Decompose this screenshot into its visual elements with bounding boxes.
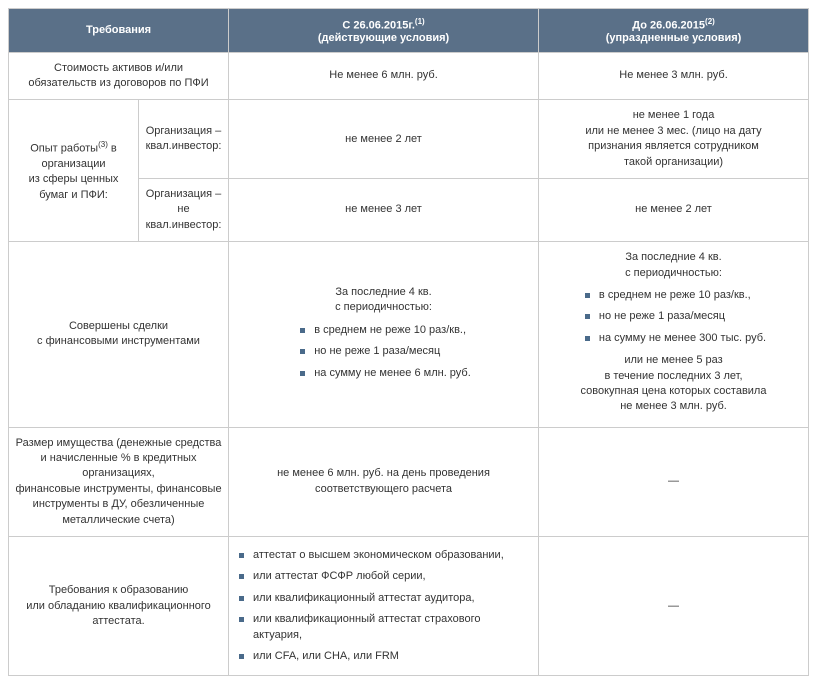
row-exp-a: Опыт работы(3) в организациииз сферы цен… bbox=[9, 100, 809, 179]
header-col2: До 26.06.2015(2) (упраздненные условия) bbox=[539, 9, 809, 53]
list-item: но не реже 1 раза/месяц bbox=[296, 341, 471, 362]
list-item: на сумму не менее 300 тыс. руб. bbox=[581, 328, 766, 349]
row-trades-c1-intro: За последние 4 кв.с периодичностью: bbox=[235, 285, 532, 316]
row-trades-c2-list: в среднем не реже 10 раз/кв., но не реже… bbox=[581, 285, 766, 349]
list-item: или квалификационный аттестат страхового… bbox=[235, 609, 532, 646]
row-exp-b-c2: не менее 2 лет bbox=[539, 179, 809, 242]
row-trades-c1-list: в среднем не реже 10 раз/кв., но не реже… bbox=[296, 320, 471, 384]
row-trades-req: Совершены сделкис финансовыми инструмент… bbox=[9, 242, 229, 428]
row-trades-c2-intro: За последние 4 кв.с периодичностью: bbox=[545, 250, 802, 281]
row-exp-req-pre: Опыт работы bbox=[30, 142, 98, 154]
row-education-req: Требования к образованиюили обладанию кв… bbox=[9, 537, 229, 676]
row-exp-sub-b: Организация – не квал.инвестор: bbox=[139, 179, 229, 242]
row-trades-c2: За последние 4 кв.с периодичностью: в ср… bbox=[539, 242, 809, 428]
header-col2-sup: (2) bbox=[705, 17, 715, 26]
header-col1-line2: (действующие условия) bbox=[318, 32, 449, 44]
row-exp-req: Опыт работы(3) в организациииз сферы цен… bbox=[9, 100, 139, 242]
row-exp-a-c1: не менее 2 лет bbox=[229, 100, 539, 179]
requirements-table: Требования С 26.06.2015г.(1) (действующи… bbox=[8, 8, 809, 676]
header-col1: С 26.06.2015г.(1) (действующие условия) bbox=[229, 9, 539, 53]
list-item: или CFA, или CHA, или FRM bbox=[235, 646, 532, 667]
list-item: аттестат о высшем экономическом образова… bbox=[235, 545, 532, 566]
row-assets-req: Стоимость активов и/илиобязательств из д… bbox=[9, 52, 229, 100]
row-exp-sub-a: Организация – квал.инвестор: bbox=[139, 100, 229, 179]
list-item: в среднем не реже 10 раз/кв., bbox=[581, 285, 766, 306]
row-exp-req-sup: (3) bbox=[98, 140, 108, 149]
row-exp-a-c2: не менее 1 годаили не менее 3 мес. (лицо… bbox=[539, 100, 809, 179]
row-education: Требования к образованиюили обладанию кв… bbox=[9, 537, 809, 676]
list-item: на сумму не менее 6 млн. руб. bbox=[296, 363, 471, 384]
row-assets-c1: Не менее 6 млн. руб. bbox=[229, 52, 539, 100]
header-row: Требования С 26.06.2015г.(1) (действующи… bbox=[9, 9, 809, 53]
row-property: Размер имущества (денежные средстваи нач… bbox=[9, 427, 809, 536]
header-col1-sup: (1) bbox=[415, 17, 425, 26]
header-requirements: Требования bbox=[9, 9, 229, 53]
list-item: но не реже 1 раза/месяц bbox=[581, 306, 766, 327]
row-education-c1: аттестат о высшем экономическом образова… bbox=[229, 537, 539, 676]
header-col2-line1: До 26.06.2015 bbox=[632, 20, 705, 32]
row-trades: Совершены сделкис финансовыми инструмент… bbox=[9, 242, 809, 428]
row-trades-c2-outro: или не менее 5 разв течение последних 3 … bbox=[545, 353, 802, 415]
row-property-c2: — bbox=[539, 427, 809, 536]
row-trades-c1: За последние 4 кв.с периодичностью: в ср… bbox=[229, 242, 539, 428]
row-property-c1: не менее 6 млн. руб. на день проведенияс… bbox=[229, 427, 539, 536]
header-col1-line1: С 26.06.2015г. bbox=[342, 20, 415, 32]
list-item: или квалификационный аттестат аудитора, bbox=[235, 588, 532, 609]
list-item: в среднем не реже 10 раз/кв., bbox=[296, 320, 471, 341]
row-exp-b-c1: не менее 3 лет bbox=[229, 179, 539, 242]
row-assets-c2: Не менее 3 млн. руб. bbox=[539, 52, 809, 100]
row-education-c1-list: аттестат о высшем экономическом образова… bbox=[235, 545, 532, 667]
list-item: или аттестат ФСФР любой серии, bbox=[235, 566, 532, 587]
row-education-c2: — bbox=[539, 537, 809, 676]
row-property-req: Размер имущества (денежные средстваи нач… bbox=[9, 427, 229, 536]
row-assets: Стоимость активов и/илиобязательств из д… bbox=[9, 52, 809, 100]
header-req-text: Требования bbox=[86, 24, 151, 36]
header-col2-line2: (упраздненные условия) bbox=[606, 32, 742, 44]
